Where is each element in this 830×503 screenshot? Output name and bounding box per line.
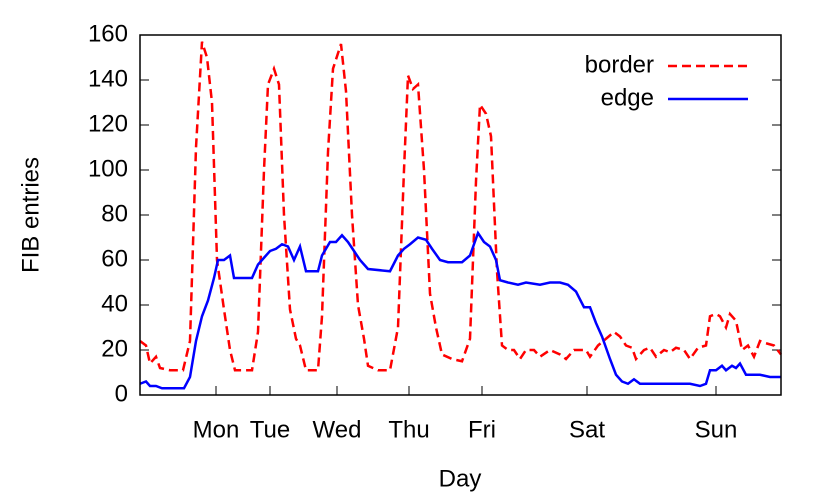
y-tick-label: 40 bbox=[101, 290, 128, 317]
x-tick-label: Wed bbox=[313, 416, 362, 443]
x-tick-label: Mon bbox=[193, 416, 240, 443]
legend-label: edge bbox=[601, 84, 654, 111]
y-tick-label: 20 bbox=[101, 335, 128, 362]
x-tick-label: Sat bbox=[569, 416, 605, 443]
y-tick-label: 120 bbox=[88, 110, 128, 137]
y-axis-label: FIB entries bbox=[17, 157, 44, 273]
x-tick-label: Thu bbox=[388, 416, 429, 443]
legend-label: border bbox=[585, 51, 654, 78]
y-tick-label: 100 bbox=[88, 155, 128, 182]
line bbox=[139, 230, 781, 390]
y-tick-label: 60 bbox=[101, 245, 128, 272]
x-tick-label: Fri bbox=[468, 416, 496, 443]
x-tick-label: Tue bbox=[250, 416, 290, 443]
y-tick-label: 80 bbox=[101, 200, 128, 227]
y-tick-label: 140 bbox=[88, 65, 128, 92]
plot-frame bbox=[139, 34, 782, 396]
x-axis-label: Day bbox=[439, 465, 482, 492]
y-tick-label: 160 bbox=[88, 20, 128, 47]
line bbox=[139, 41, 782, 372]
y-tick-label: 0 bbox=[115, 380, 128, 407]
x-tick-label: Sun bbox=[695, 416, 738, 443]
